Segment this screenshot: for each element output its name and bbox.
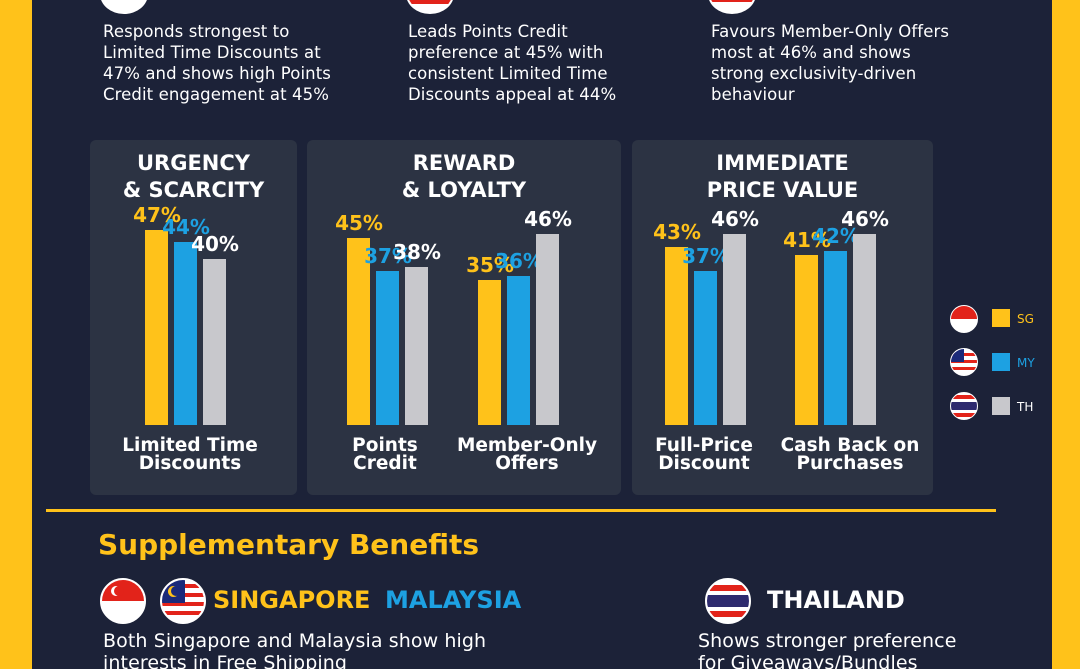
category-label-member-only-offers: Member-Only Offers [456,435,598,474]
th-description: Favours Member-Only Offers most at 46% a… [711,22,950,104]
category-label-full-price-discount: Full-Price Discount [655,435,753,474]
th-supplementary-text: Shows stronger preference for Giveaways/… [698,630,957,669]
immediate-price-value-panel: IMMEDIATE PRICE VALUE [632,140,933,495]
malaysia-flag-icon-large [160,578,206,624]
thailand-label: THAILAND [767,586,905,614]
data-label-my-g1-c1: 36% [495,248,543,273]
bar-th-g2-c0 [723,234,746,425]
bar-sg-g1-c0 [347,238,370,425]
category-label-cash-back-on-purchases: Cash Back on Purchases [780,435,920,474]
reward-loyalty-panel: REWARD & LOYALTY [307,140,621,495]
data-label-my-g1-c0: 37% [364,244,412,269]
data-label-th-g2-c1: 46% [841,207,889,232]
infographic-canvas: Responds strongest to Limited Time Disco… [32,0,1052,669]
bar-sg-g2-c0 [665,246,688,425]
thailand-flag-icon [950,392,978,420]
malaysia-flag-icon-top [406,0,454,14]
bar-my-g2-c0 [694,271,717,425]
bar-my-g1-c0 [376,271,399,425]
singapore-label: SINGAPORE [213,586,371,614]
malaysia-label: MALAYSIA [385,586,522,614]
legend-label-sg: SG [1017,312,1034,326]
data-label-my-g2-c1: 42% [812,223,860,248]
data-label-th-g2-c0: 46% [711,207,759,232]
section-divider [46,509,996,512]
data-label-sg-g2-c0: 43% [653,219,701,244]
data-label-th-g0-c0: 40% [191,232,239,256]
data-label-my-g0-c0: 44% [162,215,210,240]
malaysia-flag-icon [950,348,978,376]
sg-description: Responds strongest to Limited Time Disco… [103,22,331,104]
singapore-flag-icon-large [100,578,146,624]
category-label-limited-time-discounts: Limited Time Discounts [122,435,258,474]
panel-title: REWARD & LOYALTY [401,151,527,202]
data-label-th-g1-c0: 38% [393,240,441,265]
data-label-my-g2-c0: 37% [682,244,730,269]
legend-swatch-my [992,353,1010,371]
bar-sg-g0-c0 [145,229,168,425]
data-label-sg-g2-c1: 41% [783,227,831,252]
data-label-sg-g1-c1: 35% [466,252,514,277]
singapore-flag-icon-top [100,0,148,14]
bar-th-g2-c1 [853,234,876,425]
bar-my-g2-c1 [824,250,847,425]
bar-th-g1-c0 [405,267,428,425]
bar-sg-g1-c1 [478,279,501,425]
my-description: Leads Points Credit preference at 45% wi… [408,22,617,104]
singapore-flag-icon [950,305,978,333]
legend-swatch-th [992,397,1010,415]
section-title: Supplementary Benefits [98,528,480,561]
thailand-flag-icon-large [705,578,751,624]
category-label-points-credit: Points Credit [352,435,418,474]
data-label-th-g1-c1: 46% [524,207,572,232]
legend-label-my: MY [1017,356,1035,370]
data-label-sg-g0-c0: 47% [133,202,181,227]
legend-label-th: TH [1017,400,1034,414]
bar-th-g0-c0 [203,259,226,425]
data-label-sg-g1-c0: 45% [335,211,383,236]
thailand-flag-icon-top [708,0,756,14]
bar-my-g0-c0 [174,242,197,425]
bar-th-g1-c1 [536,234,559,425]
panel-title: IMMEDIATE PRICE VALUE [706,151,859,202]
bar-my-g1-c1 [507,275,530,425]
sg-my-supplementary-text: Both Singapore and Malaysia show high in… [103,630,487,669]
panel-title: URGENCY & SCARCITY [122,151,265,202]
bar-sg-g2-c1 [795,254,818,425]
legend-swatch-sg [992,309,1010,327]
